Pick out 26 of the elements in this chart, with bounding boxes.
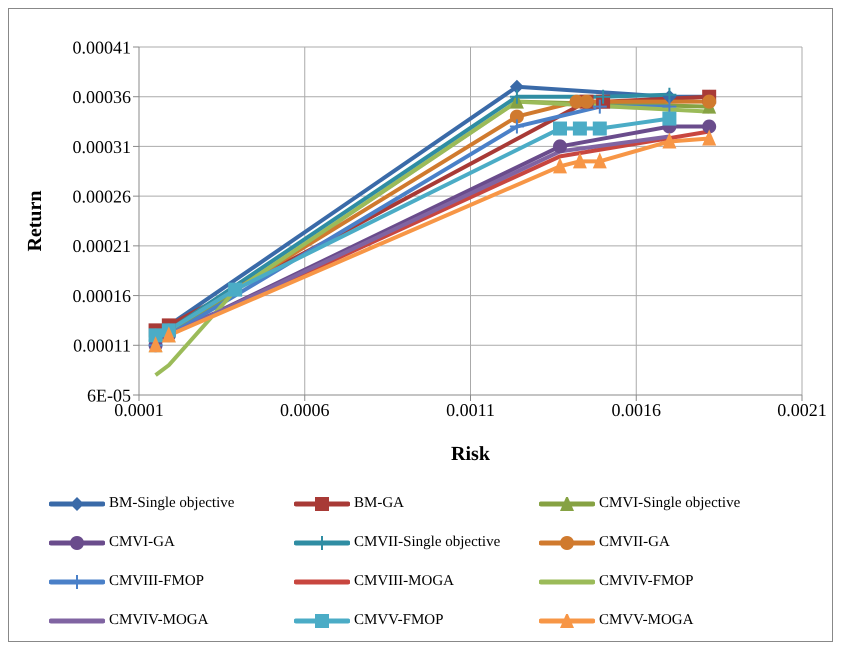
legend-label: CMVIII-FMOP <box>109 573 204 590</box>
x-axis-title: Risk <box>451 443 491 465</box>
legend-label: CMVIV-FMOP <box>599 573 694 590</box>
y-tick-label: 0.00021 <box>72 236 131 256</box>
y-tick-label: 0.00031 <box>72 136 131 157</box>
x-tick-label: 0.0021 <box>777 400 827 420</box>
y-tick-label: 0.00016 <box>72 286 131 306</box>
y-tick-label: 0.00026 <box>72 186 131 207</box>
y-axis-title: Return <box>24 190 46 252</box>
y-tick-label: 0.00011 <box>73 336 131 356</box>
legend-label: CMVII-GA <box>599 534 670 551</box>
legend-label: CMVIV-MOGA <box>109 612 208 629</box>
legend-label: CMVI-Single objective <box>599 495 740 512</box>
y-tick-label: 0.00041 <box>72 37 131 58</box>
legend-label: CMVV-FMOP <box>354 612 444 629</box>
legend-label: CMVIII-MOGA <box>354 573 454 590</box>
legend-label: CMVI-GA <box>109 534 175 551</box>
x-tick-label: 0.0011 <box>446 400 495 420</box>
y-tick-label: 0.00036 <box>72 87 131 108</box>
y-tick-label: 6E-05 <box>87 385 131 406</box>
x-tick-label: 0.0016 <box>612 400 661 420</box>
legend-label: BM-Single objective <box>109 495 234 512</box>
legend-label: BM-GA <box>354 495 404 512</box>
x-tick-label: 0.0006 <box>280 400 330 420</box>
legend-label: CMVII-Single objective <box>354 534 500 551</box>
legend-label: CMVV-MOGA <box>599 612 694 629</box>
